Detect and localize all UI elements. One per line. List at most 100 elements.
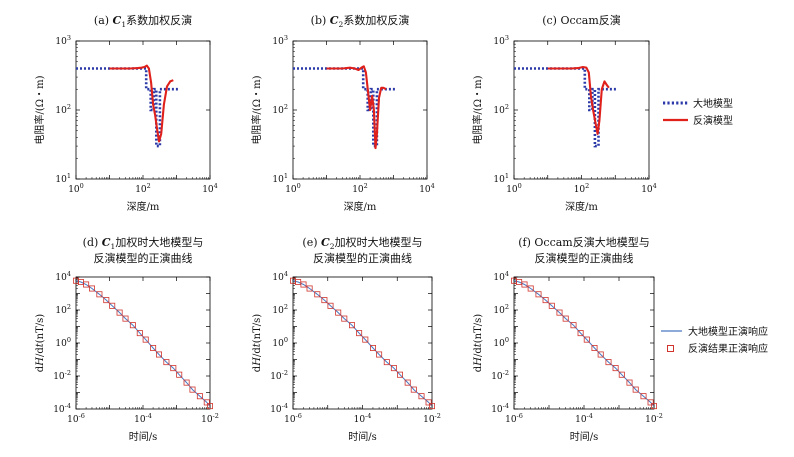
series-inversion-model (109, 64, 174, 143)
x-tick-label: 102 (574, 182, 590, 195)
chart-title-line2: 反演模型的正演曲线 (313, 251, 412, 265)
forward-inv-marker (348, 322, 355, 329)
x-axis-label: 时间/s (129, 430, 158, 443)
chart-title: (b) C2系数加权反演 (311, 13, 410, 29)
x-axis-label: 时间/s (570, 430, 599, 443)
chart-panel-1: (a) C1系数加权反演 100 102 104 101 102 103 深度/m 电阻率/(Ω… (33, 13, 218, 213)
x-tick-label: 102 (135, 182, 151, 195)
forward-inv-marker (196, 393, 203, 400)
forward-inv-marker (341, 315, 348, 322)
forward-inv-marker (597, 351, 604, 358)
x-tick-label: 10-4 (575, 412, 593, 425)
series-inversion-model (547, 65, 610, 135)
y-tick-label: 100 (272, 336, 288, 349)
forward-inv-marker (170, 365, 177, 372)
chart-panel-3: (c) Occam反演 100 102 104 101 102 103 深度/m 电阻率/(Ω・… (471, 13, 657, 213)
series-forward-true (293, 280, 432, 407)
y-tick-label: 10-2 (270, 369, 288, 382)
y-tick-label: 103 (493, 34, 509, 47)
forward-inv-marker (605, 359, 612, 366)
forward-inv-marker (89, 285, 96, 292)
forward-inv-marker (535, 291, 542, 298)
y-tick-label: 101 (272, 172, 288, 185)
y-axis-label: dH/dt(nT/s) (473, 314, 484, 372)
forward-inv-marker (548, 302, 555, 309)
x-tick-label: 10-2 (645, 412, 663, 425)
forward-inv-marker (83, 281, 90, 288)
forward-inv-marker (183, 379, 190, 386)
y-tick-label: 102 (55, 103, 71, 116)
chart-title-line1: (d) C1加权时大地模型与 (83, 235, 204, 251)
plot-frame (513, 40, 650, 180)
legend-forward-inv-swatch (667, 345, 674, 352)
chart-title: (c) Occam反演 (542, 13, 621, 27)
forward-inv-marker (150, 344, 157, 351)
forward-inv-marker (129, 322, 136, 329)
chart-title-line2: 反演模型的正演曲线 (94, 251, 193, 265)
forward-inv-marker (396, 371, 403, 378)
y-tick-label: 102 (55, 303, 71, 316)
x-axis-label: 深度/m (344, 200, 377, 213)
forward-inv-marker (142, 336, 149, 343)
y-axis-label: 电阻率/(Ω・m) (250, 75, 263, 144)
forward-inv-marker (404, 379, 411, 386)
y-tick-label: 104 (55, 270, 71, 283)
x-tick-label: 10-4 (354, 412, 372, 425)
y-tick-label: 102 (493, 103, 509, 116)
plot-frame (75, 40, 211, 180)
forward-inv-marker (369, 344, 376, 351)
chart-title: (a) C1系数加权反演 (94, 13, 192, 29)
forward-inv-marker (418, 393, 425, 400)
series-forward-true (76, 280, 210, 407)
forward-inv-marker (390, 365, 397, 372)
y-tick-label: 100 (55, 336, 71, 349)
y-tick-label: 103 (272, 34, 288, 47)
forward-inv-marker (556, 309, 563, 316)
forward-inv-marker (155, 351, 162, 358)
y-tick-label: 104 (272, 270, 288, 283)
y-tick-label: 102 (493, 303, 509, 316)
forward-inv-marker (327, 302, 334, 309)
forward-inv-marker (176, 371, 183, 378)
x-tick-label: 104 (419, 182, 435, 195)
y-tick-label: 10-4 (491, 402, 509, 415)
forward-inv-marker (527, 285, 534, 292)
forward-inv-marker (632, 386, 639, 393)
legend-forward: 大地模型正演响应 反演结果正演响应 (661, 325, 768, 355)
y-tick-label: 103 (55, 34, 71, 47)
y-tick-label: 101 (55, 172, 71, 185)
forward-inv-marker (116, 309, 123, 316)
x-tick-label: 102 (352, 182, 368, 195)
x-tick-label: 104 (202, 182, 218, 195)
x-tick-label: 10-6 (284, 412, 302, 425)
chart-title-line1: (f) Occam反演大地模型与 (518, 235, 649, 249)
forward-inv-marker (428, 403, 435, 410)
x-tick-label: 104 (641, 182, 657, 195)
forward-inv-marker (362, 336, 369, 343)
x-tick-label: 10-6 (67, 412, 85, 425)
legend-earth-model-label: 大地模型 (693, 97, 733, 110)
y-tick-label: 102 (272, 103, 288, 116)
forward-inv-marker (103, 297, 110, 304)
x-tick-label: 10-2 (201, 412, 219, 425)
legend-models: 大地模型 反演模型 (663, 97, 733, 127)
y-axis-label: 电阻率/(Ω・m) (33, 75, 46, 144)
forward-inv-marker (321, 297, 328, 304)
forward-inv-marker (618, 371, 625, 378)
forward-inv-marker (562, 315, 569, 322)
forward-inv-marker (356, 330, 363, 337)
forward-inv-marker (163, 359, 170, 366)
forward-inv-marker (591, 344, 598, 351)
forward-inv-marker (577, 330, 584, 337)
forward-inv-marker (109, 302, 116, 309)
y-tick-label: 100 (493, 336, 509, 349)
chart-title-line1: (e) C2加权时大地模型与 (302, 235, 422, 251)
x-tick-label: 10-6 (505, 412, 523, 425)
series-earth-model (293, 67, 395, 148)
forward-inv-marker (542, 297, 549, 304)
legend-inversion-model-label: 反演模型 (693, 114, 733, 127)
